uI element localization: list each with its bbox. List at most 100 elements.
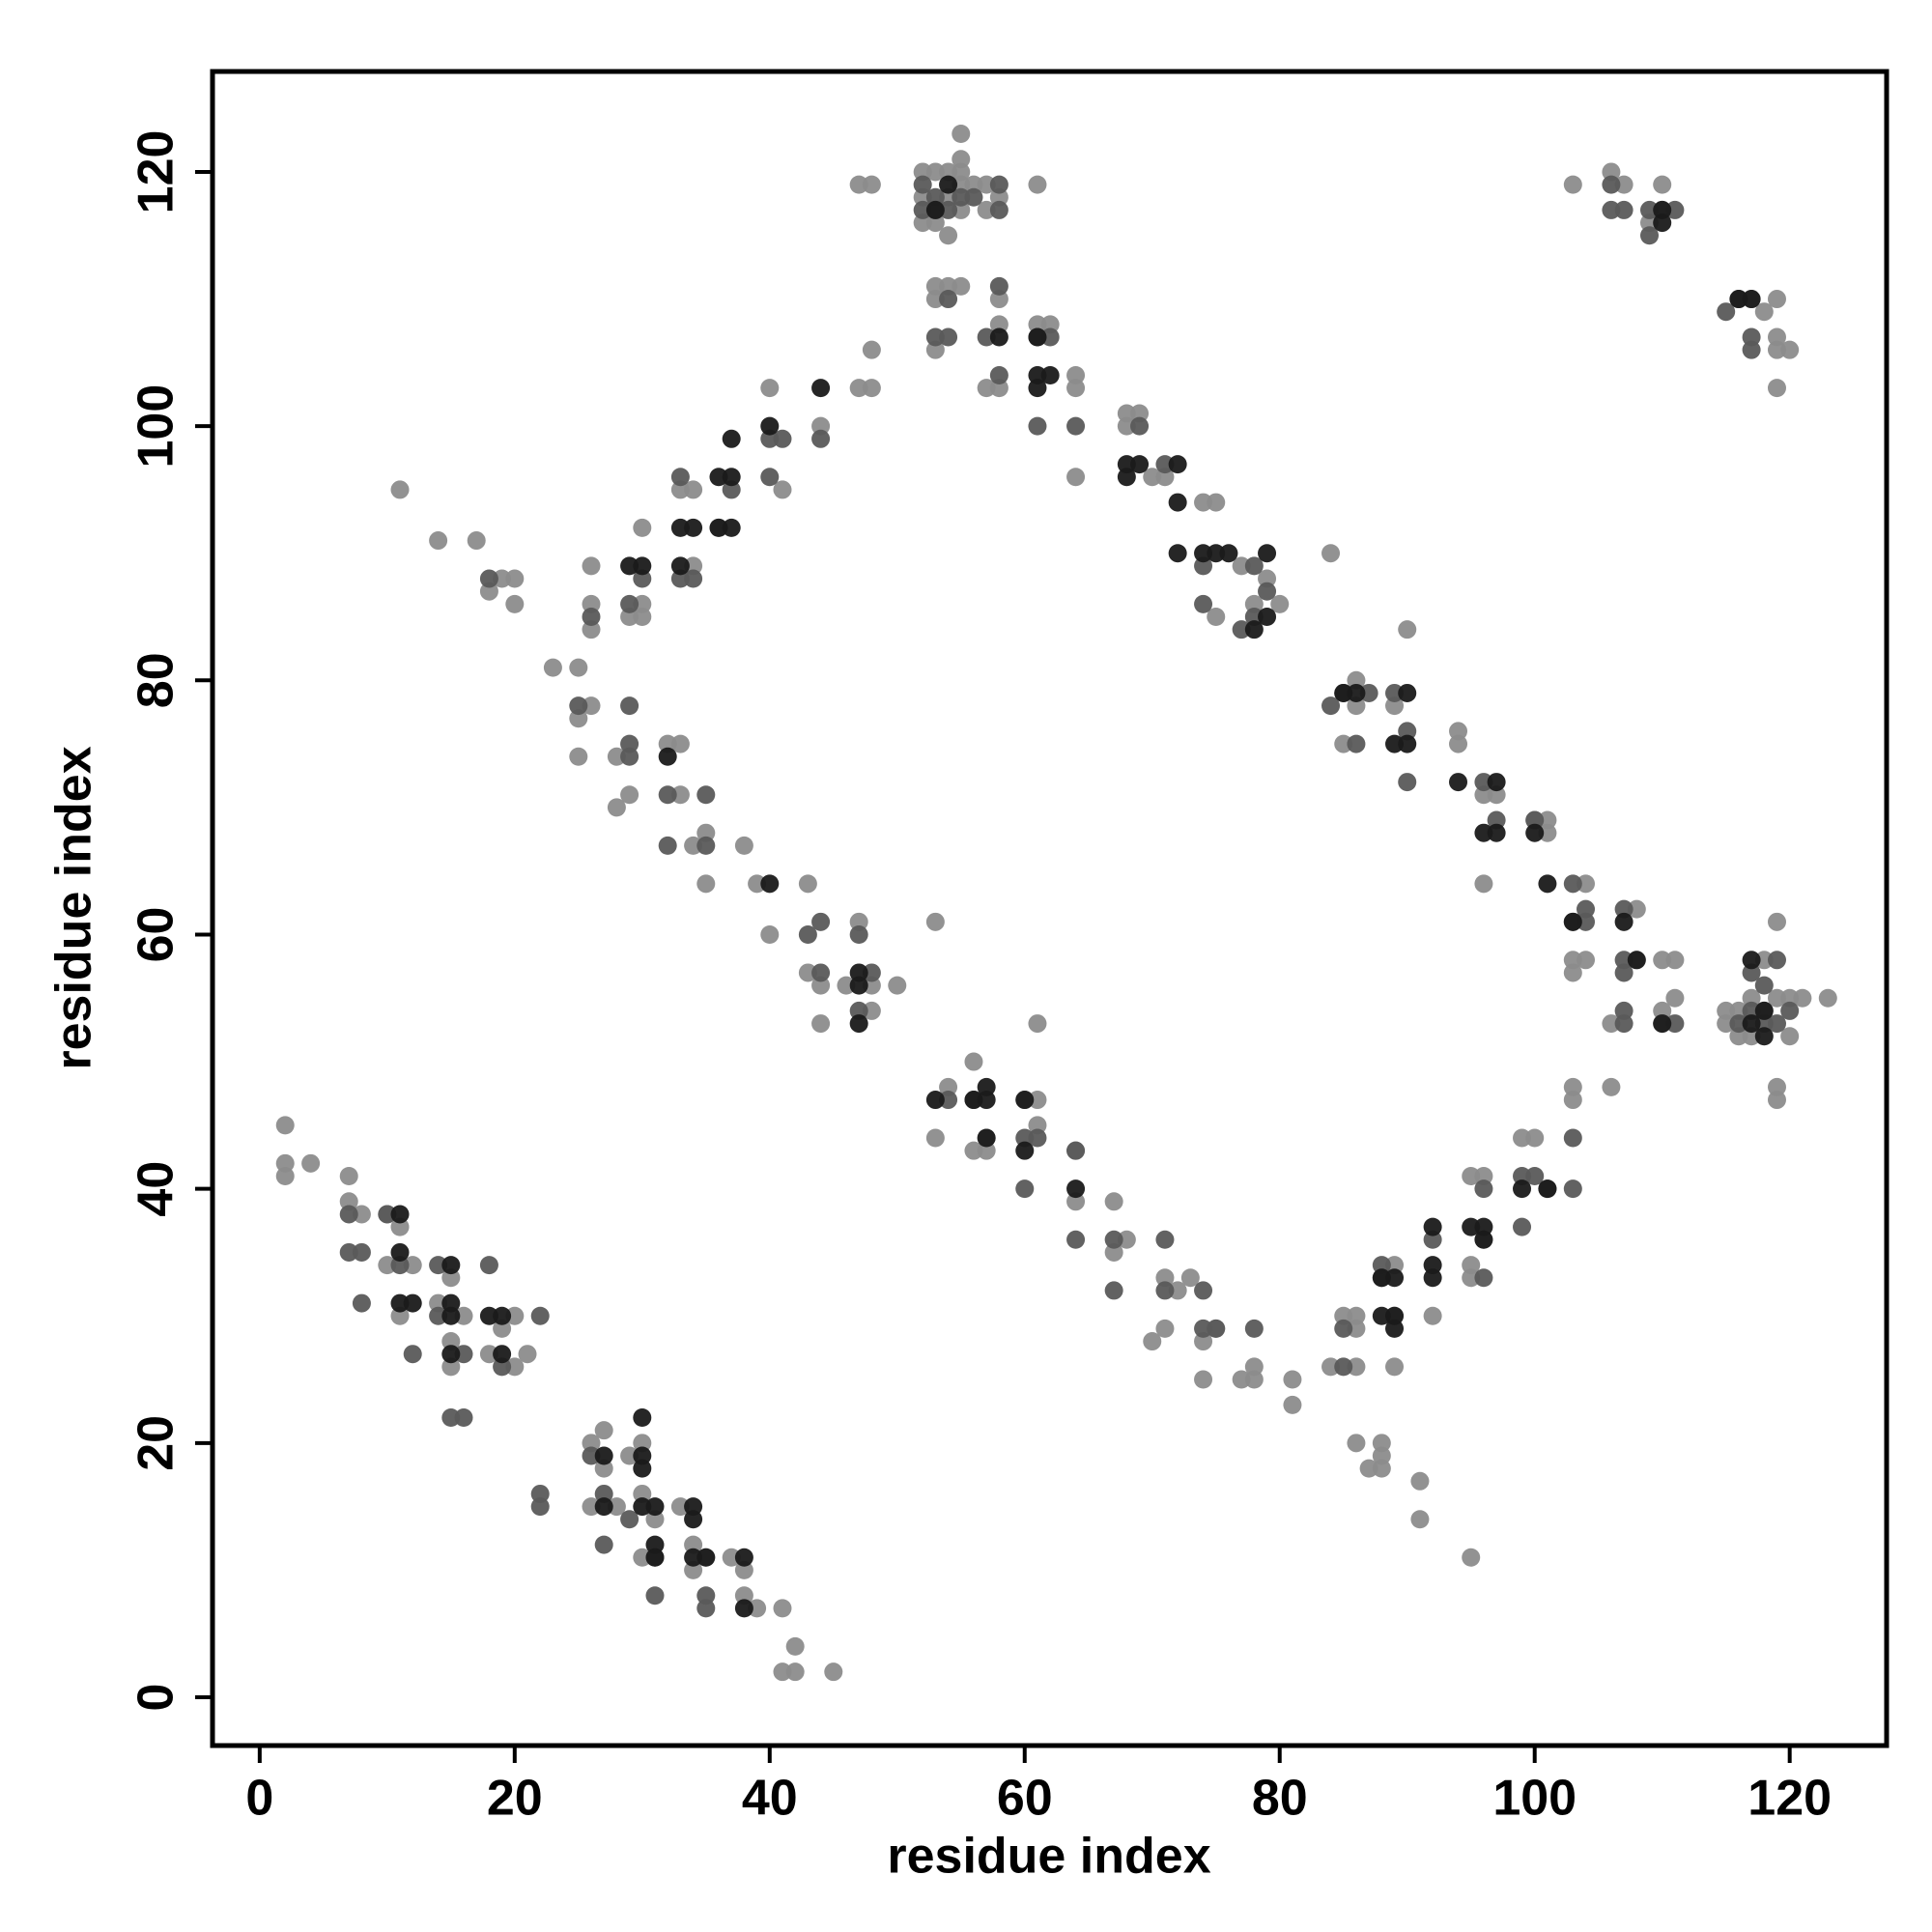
point <box>849 379 868 398</box>
point <box>1321 544 1341 563</box>
point <box>1563 874 1582 894</box>
point <box>1258 569 1277 588</box>
y-axis-label: residue index <box>46 746 102 1069</box>
point <box>1563 951 1582 970</box>
point <box>1015 1179 1035 1199</box>
point <box>275 1166 295 1185</box>
point <box>1283 1370 1302 1389</box>
point <box>964 1091 983 1110</box>
point <box>1207 493 1226 512</box>
point <box>1028 327 1047 347</box>
point <box>696 836 716 855</box>
point <box>773 429 792 448</box>
point <box>925 290 945 309</box>
point <box>441 1268 461 1288</box>
point <box>1321 1357 1341 1377</box>
point <box>1359 683 1378 702</box>
point <box>658 747 677 766</box>
point <box>390 1306 410 1325</box>
point <box>352 1205 371 1224</box>
point <box>811 976 831 995</box>
point <box>862 976 881 995</box>
point <box>824 1662 843 1682</box>
point <box>1334 1306 1353 1325</box>
point <box>1066 379 1086 398</box>
point <box>530 1497 550 1517</box>
point <box>722 468 741 487</box>
point <box>1244 594 1264 613</box>
point <box>773 480 792 499</box>
point <box>1717 302 1736 322</box>
point <box>1717 1001 1736 1020</box>
point <box>1754 951 1774 970</box>
point <box>582 620 601 639</box>
point <box>454 1345 473 1364</box>
point <box>1180 1268 1200 1288</box>
point <box>1462 1217 1481 1236</box>
point <box>1563 175 1582 194</box>
point <box>1385 683 1405 702</box>
point <box>1614 200 1634 219</box>
point <box>684 1497 703 1517</box>
point <box>760 429 780 448</box>
point <box>441 1256 461 1275</box>
point <box>1754 302 1774 322</box>
point <box>1385 1319 1405 1338</box>
point <box>939 1091 958 1110</box>
point <box>1754 1001 1774 1020</box>
point <box>1334 683 1353 702</box>
point <box>862 175 881 194</box>
point <box>977 1128 996 1148</box>
point <box>1780 340 1800 359</box>
point <box>862 379 881 398</box>
point <box>1028 379 1047 398</box>
point <box>1321 696 1341 716</box>
point <box>620 734 639 753</box>
point <box>505 1306 525 1325</box>
point <box>989 200 1009 219</box>
point <box>939 162 958 182</box>
point <box>1474 1166 1493 1185</box>
point <box>748 1599 767 1618</box>
point <box>569 747 588 766</box>
x-tick-label: 120 <box>1747 1771 1832 1827</box>
point <box>1207 544 1226 563</box>
point <box>339 1242 358 1262</box>
point <box>1040 315 1060 334</box>
point <box>1194 556 1213 576</box>
point <box>811 429 831 448</box>
point <box>964 1141 983 1160</box>
point <box>734 1586 753 1605</box>
point <box>1385 734 1405 753</box>
point <box>1563 1077 1582 1096</box>
point <box>684 1560 703 1579</box>
point <box>1614 963 1634 982</box>
point <box>1347 670 1366 690</box>
point <box>849 912 868 931</box>
point <box>1168 544 1187 563</box>
point <box>696 1599 716 1618</box>
point <box>1066 1141 1086 1160</box>
point <box>1742 327 1761 347</box>
point <box>1385 1256 1405 1275</box>
point <box>1449 773 1468 792</box>
point <box>760 379 780 398</box>
point <box>913 175 932 194</box>
point <box>479 582 498 601</box>
point <box>1244 556 1264 576</box>
point <box>1372 1434 1391 1453</box>
y-tick-label: 60 <box>128 907 185 963</box>
point <box>582 1446 601 1465</box>
point <box>1347 696 1366 716</box>
point <box>505 569 525 588</box>
point <box>1602 175 1621 194</box>
point <box>1487 785 1506 805</box>
point <box>925 912 945 931</box>
point <box>862 1001 881 1020</box>
point <box>964 175 983 194</box>
point <box>684 518 703 537</box>
point <box>275 1116 295 1135</box>
point <box>1754 1014 1774 1034</box>
point <box>1640 200 1660 219</box>
point <box>696 785 716 805</box>
